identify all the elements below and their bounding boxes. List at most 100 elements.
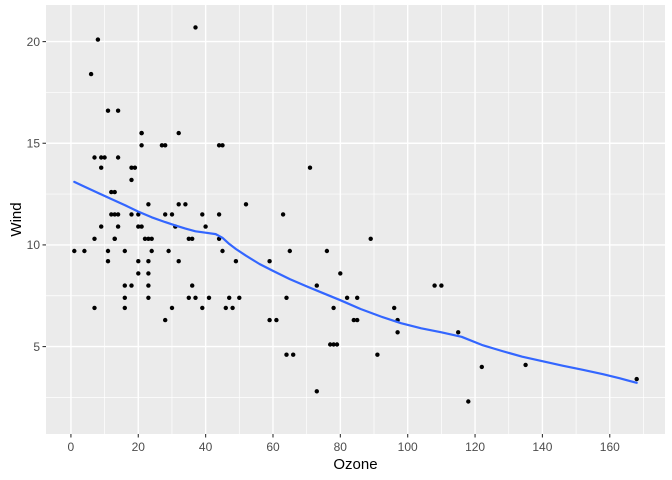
- data-point: [274, 317, 279, 323]
- data-point: [129, 212, 134, 217]
- data-point: [139, 130, 144, 136]
- data-point: [287, 248, 292, 254]
- data-point: [146, 283, 151, 288]
- data-point: [169, 305, 175, 311]
- data-point: [190, 236, 195, 241]
- data-point: [129, 283, 134, 288]
- data-point: [233, 259, 239, 264]
- data-point: [439, 283, 444, 288]
- data-point: [149, 236, 154, 241]
- data-point: [159, 143, 165, 148]
- data-point: [146, 295, 151, 300]
- data-point: [115, 212, 121, 217]
- data-point: [122, 305, 128, 311]
- data-point: [115, 155, 121, 160]
- data-point: [109, 189, 114, 195]
- axis-tick-marks: [42, 41, 611, 438]
- data-point: [166, 248, 171, 254]
- y-axis-tick-labels: 5 10 15 20: [27, 35, 41, 354]
- x-tick-label: 0: [68, 440, 75, 454]
- data-point: [149, 248, 154, 254]
- data-point: [115, 224, 121, 229]
- data-point: [136, 212, 141, 217]
- data-point: [105, 108, 111, 113]
- data-point: [102, 155, 107, 160]
- data-point: [163, 143, 168, 148]
- data-point: [355, 317, 360, 323]
- major-gridlines: [46, 5, 665, 434]
- data-point: [267, 317, 272, 323]
- data-point: [146, 271, 151, 276]
- data-point: [163, 317, 168, 323]
- data-point: [237, 295, 242, 300]
- x-tick-label: 80: [334, 440, 348, 454]
- x-tick-label: 140: [532, 440, 552, 454]
- data-point: [99, 224, 104, 229]
- data-point: [227, 295, 232, 300]
- data-point: [112, 189, 117, 195]
- data-point: [193, 25, 198, 30]
- data-point: [105, 259, 111, 264]
- data-point: [183, 202, 188, 207]
- y-axis-title: Wind: [8, 202, 25, 236]
- data-point: [92, 155, 97, 160]
- data-point: [92, 236, 97, 241]
- data-point: [112, 236, 117, 241]
- data-point: [200, 305, 205, 311]
- data-point: [72, 248, 77, 254]
- data-point: [136, 271, 141, 276]
- data-point: [92, 305, 97, 311]
- data-point: [122, 248, 128, 254]
- data-point: [146, 259, 151, 264]
- x-tick-label: 40: [199, 440, 213, 454]
- data-point: [351, 317, 356, 323]
- x-tick-label: 160: [600, 440, 620, 454]
- data-point: [99, 155, 104, 160]
- data-point: [186, 236, 191, 241]
- y-tick-label: 20: [27, 35, 41, 49]
- data-point: [95, 37, 101, 42]
- data-point: [355, 295, 360, 300]
- data-point: [163, 212, 168, 217]
- data-point: [284, 295, 289, 300]
- data-point: [368, 236, 373, 241]
- data-point: [243, 202, 249, 207]
- data-point: [142, 236, 148, 241]
- data-point: [190, 283, 195, 288]
- data-point: [267, 259, 272, 264]
- data-point: [280, 212, 286, 217]
- data-point: [99, 165, 104, 170]
- x-axis-tick-labels: 0 20 40 60 80 100 120 140 160: [68, 440, 621, 454]
- data-point: [432, 283, 437, 288]
- data-point: [122, 283, 128, 288]
- data-point: [132, 165, 138, 170]
- data-point: [314, 389, 319, 394]
- data-point: [328, 342, 333, 347]
- data-point: [456, 330, 461, 335]
- smooth-line: [73, 180, 638, 384]
- data-point: [220, 143, 225, 148]
- data-point: [216, 212, 222, 217]
- data-point: [186, 295, 191, 300]
- data-point: [200, 212, 205, 217]
- data-point: [230, 305, 235, 311]
- data-point: [338, 271, 343, 276]
- data-point: [634, 376, 639, 382]
- data-point: [193, 295, 198, 300]
- y-tick-label: 15: [27, 137, 41, 151]
- panel-background: [46, 5, 665, 434]
- data-point: [375, 352, 380, 357]
- data-point: [176, 259, 181, 264]
- data-point: [479, 364, 484, 370]
- x-tick-label: 120: [465, 440, 485, 454]
- minor-gridlines: [46, 5, 665, 434]
- data-point: [136, 224, 141, 229]
- data-point: [176, 202, 181, 207]
- data-point: [314, 283, 319, 288]
- data-point: [109, 212, 114, 217]
- data-points: [72, 25, 639, 404]
- data-point: [284, 352, 289, 357]
- data-point: [88, 71, 94, 77]
- data-point: [331, 305, 336, 311]
